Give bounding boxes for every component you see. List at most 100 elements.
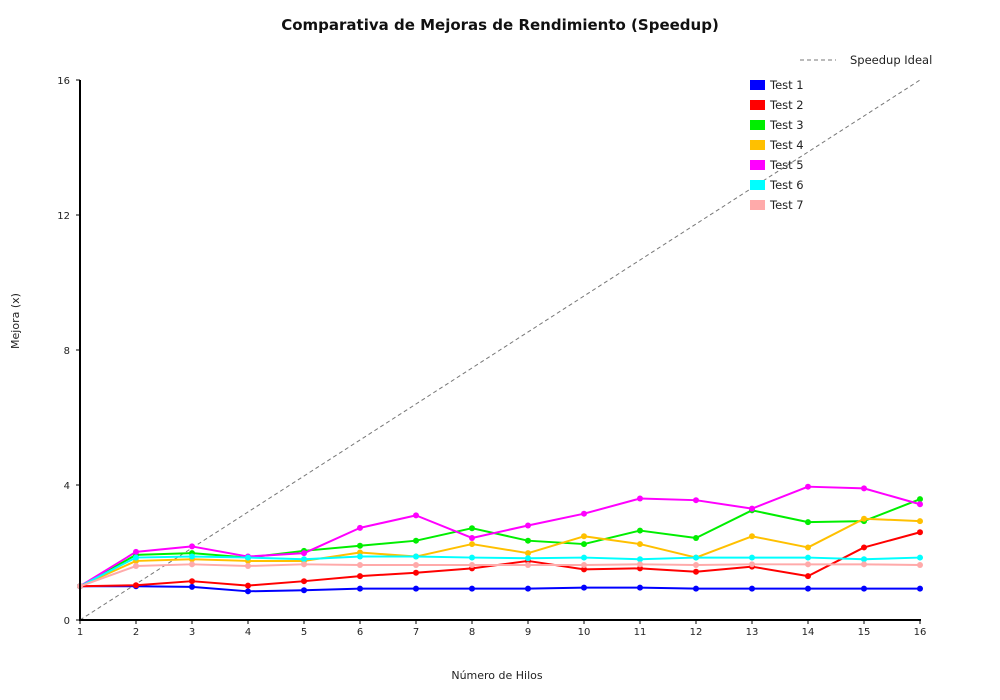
data-point	[357, 585, 363, 592]
data-point	[805, 544, 811, 551]
data-point	[525, 585, 531, 592]
data-point	[189, 543, 195, 550]
data-point	[525, 555, 531, 562]
data-point	[469, 554, 475, 561]
x-tick-label: 14	[802, 627, 815, 638]
data-point	[301, 550, 307, 557]
data-point	[413, 585, 419, 592]
y-tick-label: 16	[57, 76, 70, 87]
legend-label: Test 1	[769, 78, 804, 92]
data-point	[357, 573, 363, 580]
data-point	[357, 524, 363, 531]
x-tick-label: 3	[189, 627, 195, 638]
data-point	[693, 561, 699, 568]
data-point	[805, 561, 811, 568]
data-point	[301, 587, 307, 594]
legend-swatch	[750, 200, 765, 210]
legend-swatch	[750, 140, 765, 150]
series-test-1	[77, 583, 923, 595]
legend-swatch	[750, 100, 765, 110]
data-point	[861, 561, 867, 568]
x-tick-label: 15	[858, 627, 871, 638]
data-point	[637, 495, 643, 502]
legend-label: Test 5	[769, 158, 804, 172]
data-point	[749, 554, 755, 561]
x-tick-label: 7	[413, 627, 419, 638]
data-point	[525, 550, 531, 557]
data-point	[749, 533, 755, 540]
data-point	[917, 529, 923, 536]
data-point	[413, 569, 419, 576]
legend-label: Test 4	[769, 138, 804, 152]
series-line	[79, 517, 921, 588]
legend-swatch	[750, 180, 765, 190]
data-point	[581, 510, 587, 517]
chart-title: Comparativa de Mejoras de Rendimiento (S…	[281, 16, 719, 34]
x-tick-label: 12	[690, 627, 703, 638]
series-line	[79, 498, 921, 588]
data-point	[581, 584, 587, 591]
data-point	[413, 512, 419, 519]
data-point	[805, 554, 811, 561]
data-point	[917, 496, 923, 503]
data-point	[693, 585, 699, 592]
data-point	[469, 541, 475, 548]
data-point	[357, 561, 363, 568]
series-layer	[77, 483, 923, 595]
data-point	[357, 553, 363, 560]
data-point	[749, 505, 755, 512]
data-point	[805, 573, 811, 580]
data-point	[861, 556, 867, 563]
data-point	[861, 485, 867, 492]
data-point	[637, 556, 643, 563]
x-tick-label: 11	[634, 627, 647, 638]
data-point	[693, 534, 699, 541]
series-test-3	[77, 496, 923, 590]
data-point	[581, 566, 587, 573]
legend-swatch	[750, 80, 765, 90]
data-point	[245, 554, 251, 561]
data-point	[133, 582, 139, 589]
data-point	[301, 556, 307, 563]
data-point	[917, 561, 923, 568]
data-point	[637, 584, 643, 591]
data-point	[469, 525, 475, 532]
x-axis-label: Número de Hilos	[451, 669, 543, 682]
series-test-7	[77, 561, 923, 590]
data-point	[189, 561, 195, 568]
data-point	[413, 553, 419, 560]
series-line	[79, 555, 921, 588]
data-point	[861, 585, 867, 592]
ideal-speedup-line	[79, 79, 921, 621]
data-point	[133, 548, 139, 555]
data-point	[637, 527, 643, 534]
data-point	[693, 554, 699, 561]
data-point	[581, 561, 587, 568]
y-tick-label: 4	[64, 481, 70, 492]
data-point	[469, 585, 475, 592]
x-tick-label: 5	[301, 627, 307, 638]
legend-ideal-label: Speedup Ideal	[850, 53, 932, 67]
x-tick-label: 1	[77, 627, 83, 638]
x-tick-label: 10	[578, 627, 591, 638]
series-test-6	[77, 553, 923, 590]
data-point	[917, 585, 923, 592]
data-point	[189, 578, 195, 585]
legend-label: Test 7	[769, 198, 804, 212]
data-point	[301, 578, 307, 585]
data-point	[581, 554, 587, 561]
data-point	[469, 561, 475, 568]
data-point	[413, 561, 419, 568]
data-point	[525, 561, 531, 568]
data-point	[301, 561, 307, 568]
data-point	[525, 522, 531, 529]
y-tick-label: 8	[64, 346, 70, 357]
data-point	[637, 561, 643, 568]
data-point	[917, 501, 923, 508]
data-point	[917, 554, 923, 561]
y-tick-label: 0	[64, 616, 70, 627]
data-point	[469, 534, 475, 541]
x-tick-label: 6	[357, 627, 363, 638]
x-tick-label: 4	[245, 627, 251, 638]
